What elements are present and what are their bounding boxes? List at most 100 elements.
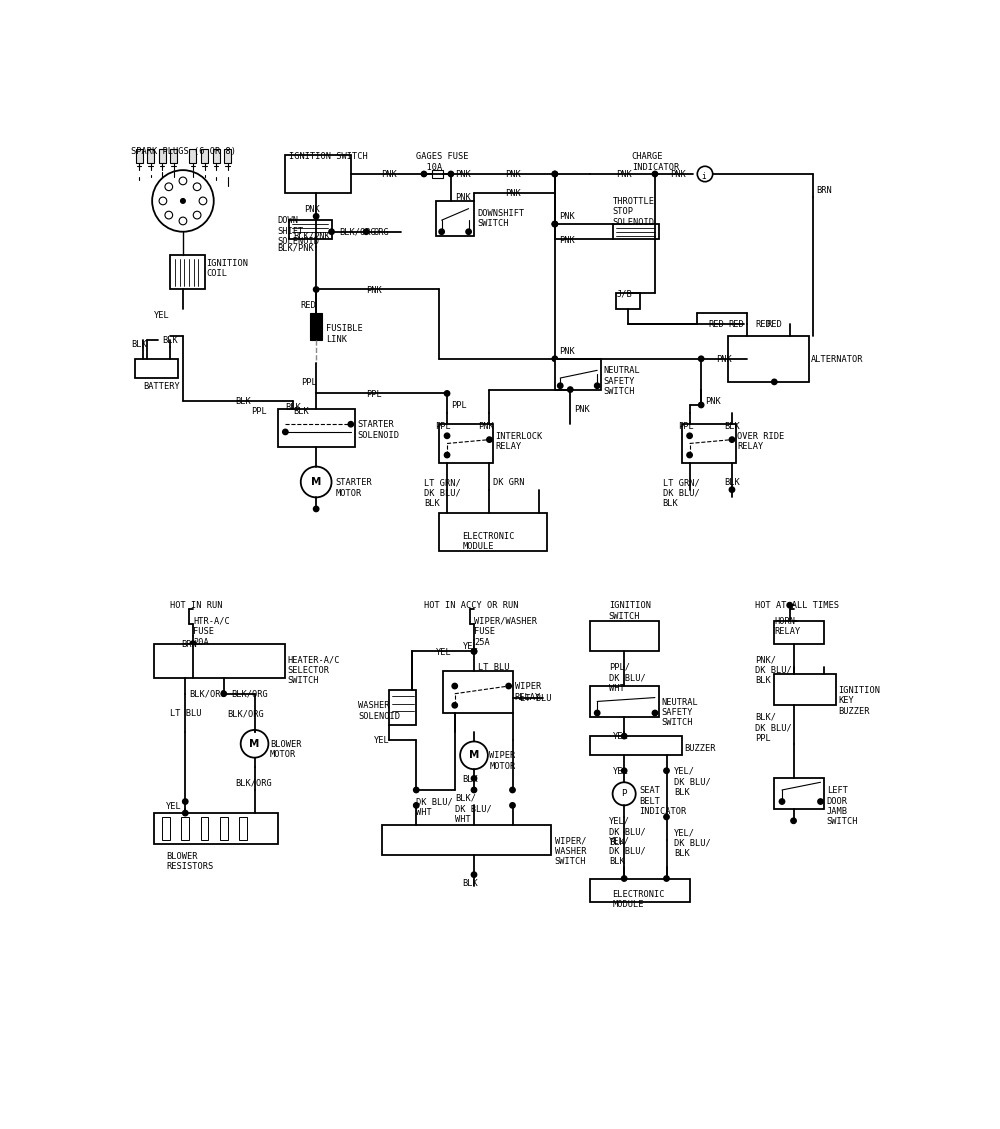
Text: STARTER
SOLENOID: STARTER SOLENOID bbox=[357, 420, 399, 440]
Circle shape bbox=[595, 710, 600, 716]
Text: PPL/
DK BLU/
WHT: PPL/ DK BLU/ WHT bbox=[609, 663, 646, 693]
Text: M: M bbox=[311, 476, 321, 487]
Bar bbox=[147, 149, 154, 164]
Text: PPL: PPL bbox=[678, 422, 694, 431]
Text: BLK/
DK BLU/
PPL: BLK/ DK BLU/ PPL bbox=[755, 714, 792, 743]
Text: STARTER
MOTOR: STARTER MOTOR bbox=[335, 478, 372, 498]
Text: YEL: YEL bbox=[436, 648, 451, 657]
Bar bbox=[170, 149, 177, 164]
Circle shape bbox=[283, 429, 288, 435]
Text: BLOWER
RESISTORS: BLOWER RESISTORS bbox=[166, 851, 213, 870]
Circle shape bbox=[439, 229, 444, 235]
Text: BLK/ORG: BLK/ORG bbox=[231, 690, 268, 699]
Text: YEL/
DK BLU/
BLK: YEL/ DK BLU/ BLK bbox=[674, 767, 711, 797]
Text: IGNITION
KEY
BUZZER: IGNITION KEY BUZZER bbox=[838, 686, 880, 716]
Bar bbox=[213, 149, 220, 164]
Circle shape bbox=[301, 466, 332, 498]
Text: WIPER
MOTOR: WIPER MOTOR bbox=[489, 752, 516, 771]
Text: PNK: PNK bbox=[705, 397, 721, 406]
Bar bbox=[154, 644, 285, 679]
Text: PPL: PPL bbox=[301, 378, 316, 387]
Circle shape bbox=[329, 229, 334, 235]
Text: WIPER
RELAY: WIPER RELAY bbox=[515, 682, 541, 701]
Text: PNK: PNK bbox=[559, 236, 574, 245]
Text: INTERLOCK
RELAY: INTERLOCK RELAY bbox=[496, 432, 543, 452]
Text: HOT IN ACCY OR RUN: HOT IN ACCY OR RUN bbox=[424, 602, 518, 611]
Text: BUZZER: BUZZER bbox=[684, 744, 716, 753]
Text: HOT IN RUN: HOT IN RUN bbox=[170, 602, 222, 611]
Text: PNK: PNK bbox=[574, 405, 590, 414]
Circle shape bbox=[552, 172, 558, 176]
Circle shape bbox=[466, 229, 471, 235]
Text: THROTTLE
STOP
SOLENOID: THROTTLE STOP SOLENOID bbox=[613, 198, 655, 227]
Text: DK GRN: DK GRN bbox=[493, 478, 525, 487]
Circle shape bbox=[664, 814, 669, 820]
Bar bbox=[170, 255, 205, 289]
Text: BLK: BLK bbox=[235, 397, 251, 406]
Text: BLK/
DK BLU/
WHT: BLK/ DK BLU/ WHT bbox=[455, 794, 492, 824]
Text: IGNITION
SWITCH: IGNITION SWITCH bbox=[609, 602, 651, 621]
Circle shape bbox=[444, 453, 450, 457]
Circle shape bbox=[193, 183, 201, 191]
Bar bbox=[189, 149, 196, 164]
Text: PNK/
DK BLU/
BLK: PNK/ DK BLU/ BLK bbox=[755, 655, 792, 685]
Circle shape bbox=[193, 211, 201, 219]
Text: YEL/
DK BLU/
BLK: YEL/ DK BLU/ BLK bbox=[609, 817, 646, 847]
Text: PNK: PNK bbox=[305, 204, 320, 213]
Text: DOWNSHIFT
SWITCH: DOWNSHIFT SWITCH bbox=[478, 209, 525, 228]
Circle shape bbox=[179, 217, 187, 225]
Text: WIPER/
WASHER
SWITCH: WIPER/ WASHER SWITCH bbox=[555, 837, 586, 866]
Bar bbox=[682, 425, 736, 463]
Text: LEFT
DOOR
JAMB
SWITCH: LEFT DOOR JAMB SWITCH bbox=[827, 786, 858, 826]
Bar bbox=[310, 313, 322, 340]
Bar bbox=[439, 513, 547, 551]
Circle shape bbox=[621, 768, 627, 773]
Text: SEAT
BELT
INDICATOR: SEAT BELT INDICATOR bbox=[640, 786, 687, 816]
Bar bbox=[439, 425, 493, 463]
Text: BLK: BLK bbox=[724, 422, 740, 431]
Bar bbox=[616, 294, 640, 308]
Circle shape bbox=[687, 453, 692, 457]
Bar bbox=[382, 824, 551, 856]
Bar bbox=[135, 359, 178, 378]
Circle shape bbox=[313, 506, 319, 511]
Circle shape bbox=[221, 691, 226, 697]
Text: BLK: BLK bbox=[462, 774, 478, 784]
Text: HEATER-A/C
SELECTOR
SWITCH: HEATER-A/C SELECTOR SWITCH bbox=[288, 655, 340, 685]
Text: PPL: PPL bbox=[366, 390, 382, 399]
Bar bbox=[181, 817, 189, 840]
Circle shape bbox=[452, 683, 457, 689]
Circle shape bbox=[772, 379, 777, 385]
Circle shape bbox=[664, 876, 669, 882]
Text: YEL/
DK BLU/
BLK: YEL/ DK BLU/ BLK bbox=[609, 837, 646, 866]
Text: YEL: YEL bbox=[462, 642, 478, 651]
Text: BRN: BRN bbox=[817, 185, 832, 194]
Circle shape bbox=[552, 356, 558, 361]
Circle shape bbox=[552, 221, 558, 227]
Circle shape bbox=[552, 221, 558, 227]
Text: NEUTRAL
SAFETY
SWITCH: NEUTRAL SAFETY SWITCH bbox=[603, 367, 640, 396]
Text: YEL: YEL bbox=[613, 767, 628, 776]
Text: PNK: PNK bbox=[455, 193, 471, 202]
Text: HOT AT ALL TIMES: HOT AT ALL TIMES bbox=[755, 602, 839, 611]
Text: OVER RIDE
RELAY: OVER RIDE RELAY bbox=[737, 432, 785, 452]
Bar bbox=[278, 409, 355, 447]
Circle shape bbox=[181, 199, 185, 203]
Text: PNK: PNK bbox=[366, 286, 382, 295]
Text: PNK: PNK bbox=[670, 170, 686, 180]
Text: PNK: PNK bbox=[382, 170, 397, 180]
Circle shape bbox=[460, 742, 488, 769]
Circle shape bbox=[471, 649, 477, 654]
Text: ALTERNATOR: ALTERNATOR bbox=[810, 355, 863, 364]
Text: LT GRN/
DK BLU/
BLK: LT GRN/ DK BLU/ BLK bbox=[424, 478, 461, 508]
Text: PNK: PNK bbox=[616, 170, 632, 180]
Bar bbox=[555, 359, 601, 390]
Circle shape bbox=[652, 172, 658, 176]
Bar bbox=[590, 686, 659, 717]
Circle shape bbox=[364, 229, 369, 235]
Text: BLK/ORG: BLK/ORG bbox=[339, 228, 376, 237]
Bar bbox=[774, 778, 824, 809]
Text: FUSIBLE
LINK: FUSIBLE LINK bbox=[326, 324, 363, 343]
Text: BLK: BLK bbox=[293, 406, 309, 415]
Circle shape bbox=[729, 487, 735, 492]
